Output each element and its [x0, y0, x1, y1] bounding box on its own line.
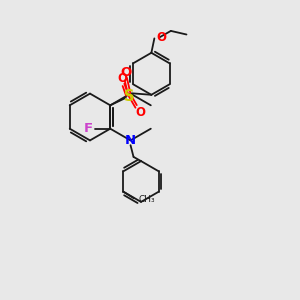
Text: O: O [121, 66, 132, 79]
Text: N: N [125, 134, 136, 147]
Text: F: F [84, 122, 93, 135]
Text: O: O [135, 106, 145, 119]
Text: O: O [156, 31, 166, 44]
Text: CH₃: CH₃ [138, 195, 155, 204]
Text: S: S [124, 89, 134, 104]
Text: O: O [118, 71, 128, 85]
